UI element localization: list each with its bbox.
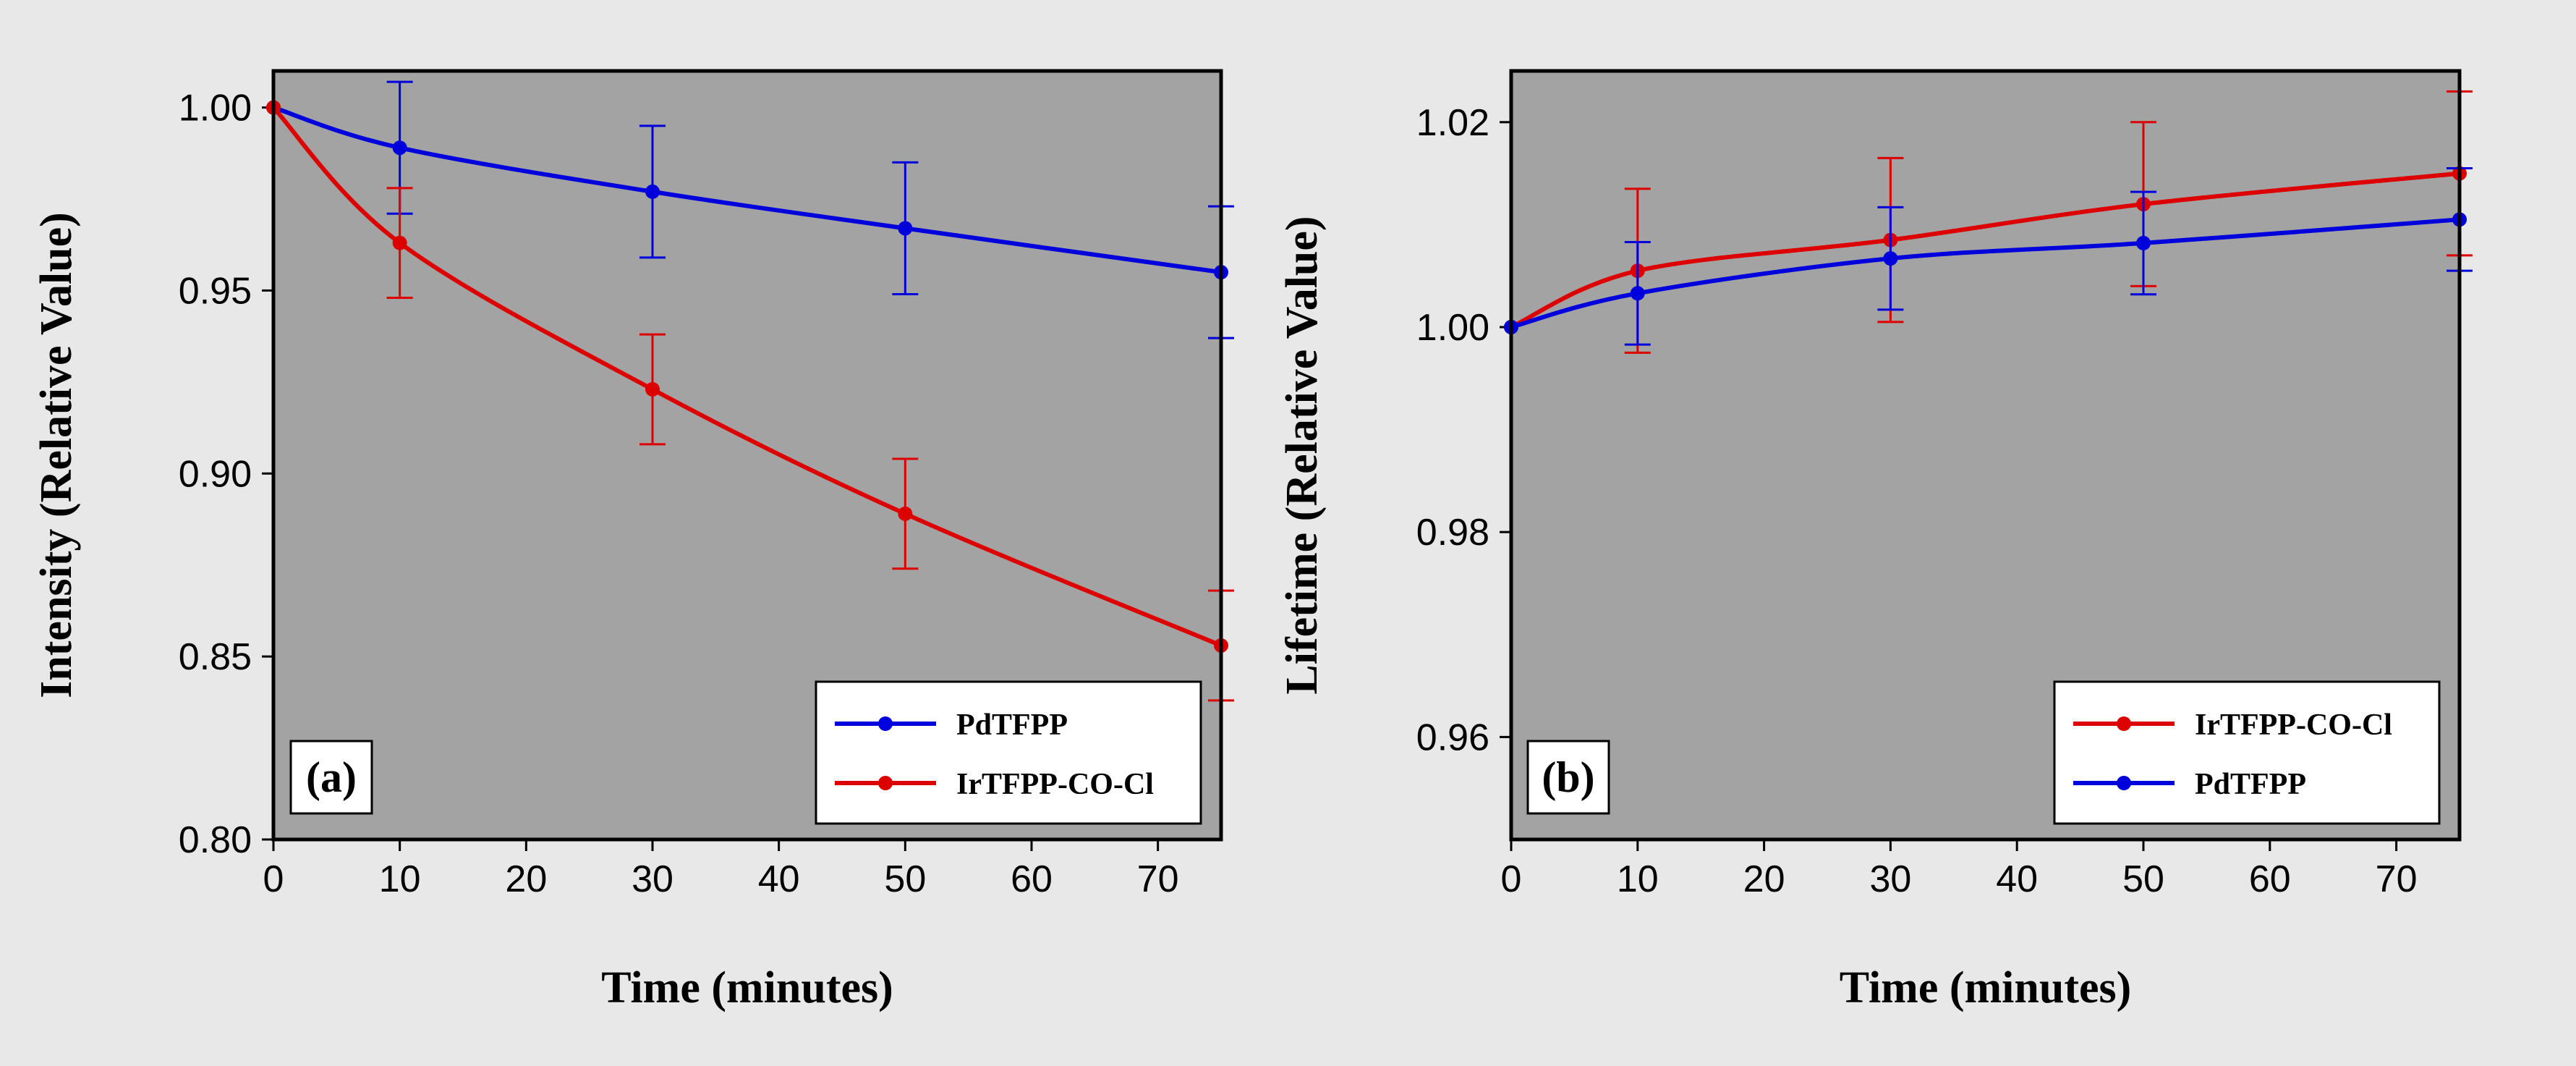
chart1-group: 0 10 20 30 40 50 60 70 0.80 0.85 0.90 0.95 1.00 PdTFP… <box>32 69 1234 1012</box>
chart2-x-tick-label: 50 <box>2122 858 2164 900</box>
chart1-data-point <box>898 221 913 236</box>
chart1-data-point <box>392 235 407 250</box>
chart1-legend-item: PdTFPP <box>835 708 1068 742</box>
chart2-data-point <box>1883 251 1898 266</box>
chart2-x-tick-label: 70 <box>2376 858 2418 900</box>
chart1-y-axis-title: Intensity (Relative Value) <box>32 212 81 698</box>
chart2-panel-label-box <box>1526 740 1610 815</box>
chart1-panel-label: (a) <box>306 753 357 801</box>
chart2-data-point <box>1630 286 1645 301</box>
chart1-legend-box <box>815 680 1202 825</box>
chart2-y-axis-title: Lifetime (Relative Value) <box>1278 216 1327 694</box>
chart2-series-2 <box>1504 167 2473 346</box>
chart1-x-tick-label: 20 <box>505 858 547 900</box>
chart2-panel-label: (b) <box>1542 753 1594 801</box>
chart2-x-axis-title: Time (minutes) <box>1840 963 2132 1012</box>
chart2-x-tick-label: 60 <box>2249 858 2291 900</box>
chart1-data-point <box>392 140 407 156</box>
chart1-legend-item: IrTFPP-CO-Cl <box>835 768 1154 801</box>
chart1-x-tick-label: 0 <box>263 858 284 900</box>
chart1-x-tick-label: 60 <box>1011 858 1053 900</box>
chart1-series-line <box>273 105 1222 275</box>
chart2-series-line <box>1510 171 2460 329</box>
chart2-x-tick-label: 40 <box>1996 858 2038 900</box>
chart1-x-tick-label: 10 <box>379 858 421 900</box>
chart1-plot-frame <box>271 69 1223 842</box>
chart2-legend-marker <box>2117 716 2131 731</box>
chart1-legend-label: PdTFPP <box>956 708 1068 742</box>
chart1-data-point <box>898 506 913 521</box>
chart2-x-tick-label: 10 <box>1617 858 1659 900</box>
chart1-x-tick-label: 30 <box>632 858 673 900</box>
chart2-legend-label: PdTFPP <box>2195 768 2306 801</box>
chart1-legend-marker <box>878 716 893 731</box>
chart2-legend: IrTFPP-CO-Cl PdTFPP <box>2053 680 2441 825</box>
chart2-x-tick-label: 0 <box>1501 858 1522 900</box>
chart2-plot-frame <box>1509 69 2462 842</box>
chart1-series-line <box>271 106 1223 648</box>
chart1-x-tick-label: 40 <box>758 858 800 900</box>
chart1-x-axis-title: Time (minutes) <box>601 963 893 1012</box>
chart2-y-tick-label: 0.98 <box>1416 512 1489 554</box>
chart2-y-tick-label: 0.96 <box>1416 716 1489 758</box>
chart1-legend-marker <box>878 776 893 790</box>
chart2-x-tick-label: 20 <box>1743 858 1785 900</box>
chart2-legend-box <box>2053 680 2441 825</box>
chart2-legend-item: PdTFPP <box>2073 768 2306 801</box>
chart2-legend-marker <box>2117 776 2131 790</box>
chart1-y-tick-label: 1.00 <box>179 88 252 130</box>
chart1-y-tick-label: 0.85 <box>179 636 252 678</box>
chart1-y-tick-label: 0.80 <box>179 819 252 861</box>
chart1-x-tick-label: 70 <box>1137 858 1179 900</box>
chart1-x-tick-label: 50 <box>884 858 926 900</box>
chart2-legend-label: IrTFPP-CO-Cl <box>2195 708 2392 742</box>
chart1-legend-label: IrTFPP-CO-Cl <box>956 768 1154 801</box>
chart2-group: 0 10 20 30 40 50 60 70 0.96 0.98 1.00 1.02 IrTFPP-CO… <box>1278 69 2473 1012</box>
chart2-series-line <box>1510 217 2460 329</box>
chart2-y-tick-label: 1.00 <box>1416 307 1489 349</box>
chart2-x-tick-label: 30 <box>1869 858 1911 900</box>
chart1-panel-label-box <box>289 740 373 815</box>
chart1-y-tick-label: 0.90 <box>179 453 252 495</box>
chart1-data-point <box>645 381 660 397</box>
chart1-legend: PdTFPP IrTFPP-CO-Cl <box>815 680 1202 825</box>
chart1-y-tick-label: 0.95 <box>179 270 252 312</box>
chart1-data-point <box>645 184 660 199</box>
chart2-data-point <box>2136 235 2151 250</box>
chart2-y-tick-label: 1.02 <box>1416 102 1489 144</box>
chart2-legend-item: IrTFPP-CO-Cl <box>2073 708 2392 742</box>
